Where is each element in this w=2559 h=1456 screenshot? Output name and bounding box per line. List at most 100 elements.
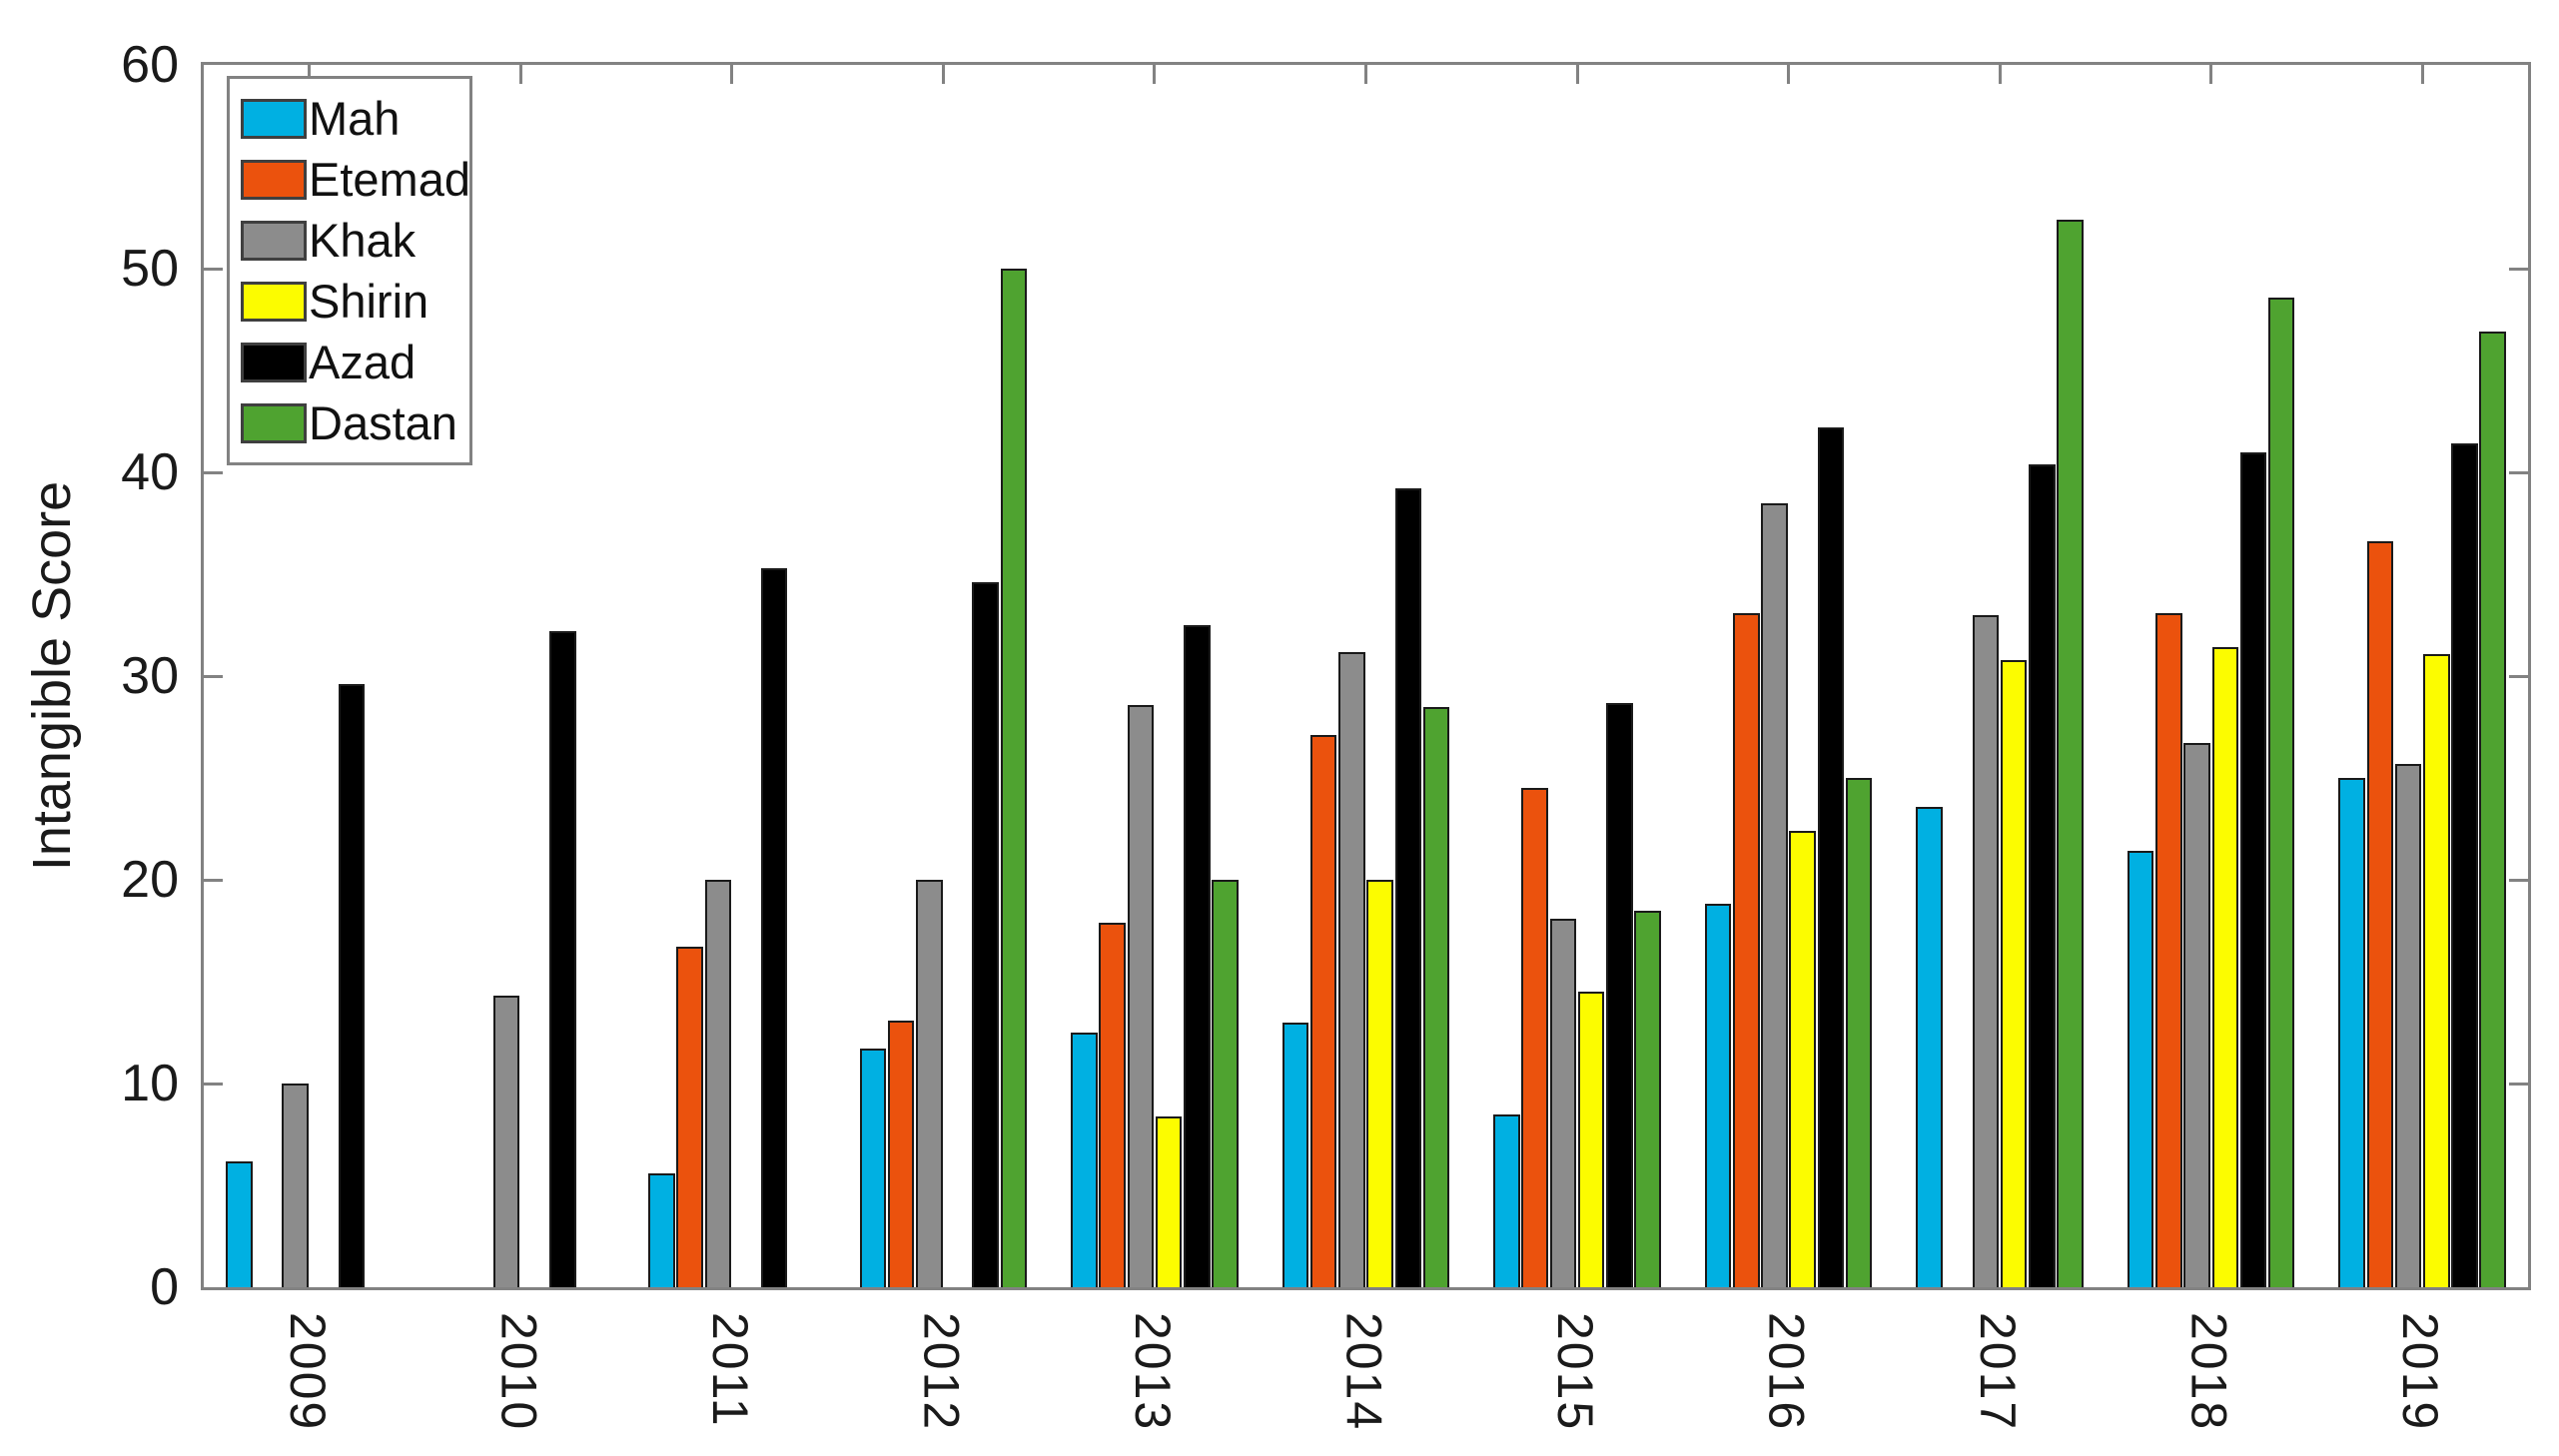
bar-etemad-2019 (2366, 541, 2394, 1287)
bar-shirin-2015 (1577, 992, 1605, 1287)
legend-label-mah: Mah (309, 92, 401, 145)
bar-azad-2009 (338, 684, 366, 1287)
bar-mah-2009 (226, 1160, 253, 1287)
legend-item-etemad: Etemad (241, 149, 470, 210)
x-tick-2016 (1787, 65, 1791, 84)
y-tick-label-30: 30 (121, 647, 179, 705)
plot-area (201, 62, 2531, 1290)
bar-mah-2012 (859, 1049, 887, 1287)
bar-etemad-2012 (887, 1020, 915, 1287)
y-tick-label-20: 20 (121, 851, 179, 909)
bar-dastan-2013 (1212, 880, 1239, 1287)
y-tick-left-50 (204, 267, 223, 271)
bar-mah-2018 (2127, 851, 2154, 1287)
bar-khak-2014 (1338, 651, 1365, 1287)
bar-khak-2019 (2394, 763, 2422, 1287)
bar-khak-2009 (282, 1084, 309, 1287)
bar-azad-2012 (972, 582, 999, 1287)
legend-swatch-mah (241, 98, 307, 139)
x-tick-label-2019: 2019 (2392, 1312, 2449, 1432)
legend-swatch-khak (241, 220, 307, 261)
x-tick-label-2016: 2016 (1758, 1312, 1815, 1432)
legend-label-azad: Azad (309, 336, 417, 388)
legend-label-etemad: Etemad (309, 153, 470, 206)
x-tick-2019 (2420, 65, 2424, 84)
x-tick-label-2017: 2017 (1970, 1312, 2027, 1432)
y-tick-label-10: 10 (121, 1055, 179, 1112)
bar-azad-2015 (1606, 702, 1633, 1287)
legend-label-khak: Khak (309, 214, 417, 267)
y-tick-right-20 (2509, 878, 2528, 882)
bar-dastan-2012 (1000, 269, 1028, 1287)
legend-label-dastan: Dastan (309, 396, 457, 449)
legend-item-khak: Khak (241, 210, 463, 271)
legend-item-mah: Mah (241, 88, 463, 149)
y-tick-label-60: 60 (121, 36, 179, 94)
bar-shirin-2016 (1789, 831, 1816, 1287)
bar-khak-2018 (2183, 743, 2210, 1287)
bar-etemad-2015 (1521, 788, 1548, 1287)
bar-etemad-2011 (676, 947, 703, 1287)
x-tick-2010 (518, 65, 522, 84)
legend-swatch-dastan (241, 402, 307, 443)
bar-azad-2014 (1394, 488, 1422, 1287)
legend-item-dastan: Dastan (241, 392, 463, 453)
x-tick-2014 (1364, 65, 1367, 84)
bar-khak-2010 (492, 996, 520, 1287)
x-tick-2012 (941, 65, 945, 84)
bar-mah-2014 (1281, 1022, 1309, 1287)
bar-khak-2015 (1549, 918, 1577, 1287)
bar-khak-2016 (1761, 502, 1788, 1287)
bar-etemad-2014 (1309, 735, 1337, 1287)
legend-swatch-shirin (241, 281, 307, 322)
bar-shirin-2013 (1155, 1115, 1183, 1287)
bar-azad-2018 (2239, 451, 2267, 1287)
x-tick-2017 (1998, 65, 2002, 84)
x-tick-label-2011: 2011 (701, 1312, 758, 1428)
bar-khak-2012 (916, 880, 943, 1287)
x-tick-2013 (1153, 65, 1157, 84)
bar-azad-2017 (2029, 463, 2056, 1287)
bar-shirin-2014 (1366, 880, 1393, 1287)
y-tick-right-40 (2509, 470, 2528, 474)
bar-dastan-2016 (1845, 778, 1873, 1287)
bar-shirin-2017 (2000, 659, 2028, 1287)
bar-dastan-2015 (1634, 910, 1661, 1287)
y-tick-right-50 (2509, 267, 2528, 271)
x-tick-label-2018: 2018 (2180, 1312, 2237, 1432)
legend-item-shirin: Shirin (241, 271, 463, 332)
y-tick-left-10 (204, 1082, 223, 1086)
bar-azad-2010 (549, 631, 576, 1287)
x-tick-label-2015: 2015 (1547, 1312, 1604, 1432)
y-tick-label-40: 40 (121, 443, 179, 501)
legend: Mah Etemad Khak Shirin Azad Dastan (227, 76, 472, 465)
bar-dastan-2019 (2479, 332, 2506, 1287)
bar-mah-2017 (1916, 806, 1943, 1287)
x-tick-label-2010: 2010 (490, 1312, 547, 1432)
x-tick-label-2013: 2013 (1124, 1312, 1181, 1432)
bar-etemad-2016 (1733, 612, 1760, 1287)
bar-dastan-2017 (2057, 220, 2084, 1287)
y-tick-label-0: 0 (150, 1258, 179, 1316)
legend-label-shirin: Shirin (309, 275, 429, 328)
x-tick-label-2012: 2012 (913, 1312, 970, 1432)
x-tick-2018 (2209, 65, 2213, 84)
legend-item-azad: Azad (241, 332, 463, 392)
x-tick-2009 (308, 65, 312, 84)
bar-mah-2015 (1493, 1113, 1520, 1287)
x-tick-label-2009: 2009 (279, 1312, 336, 1432)
x-tick-2015 (1575, 65, 1579, 84)
bar-shirin-2018 (2211, 647, 2239, 1287)
bar-etemad-2018 (2155, 612, 2182, 1287)
bar-dastan-2014 (1422, 706, 1450, 1287)
bar-azad-2011 (760, 567, 788, 1287)
x-tick-label-2014: 2014 (1335, 1312, 1392, 1432)
x-tick-2011 (730, 65, 734, 84)
bar-khak-2013 (1127, 704, 1155, 1287)
bar-azad-2013 (1184, 625, 1211, 1287)
bar-azad-2019 (2451, 443, 2478, 1287)
legend-swatch-azad (241, 342, 307, 382)
bar-khak-2011 (704, 880, 731, 1287)
y-tick-left-40 (204, 470, 223, 474)
